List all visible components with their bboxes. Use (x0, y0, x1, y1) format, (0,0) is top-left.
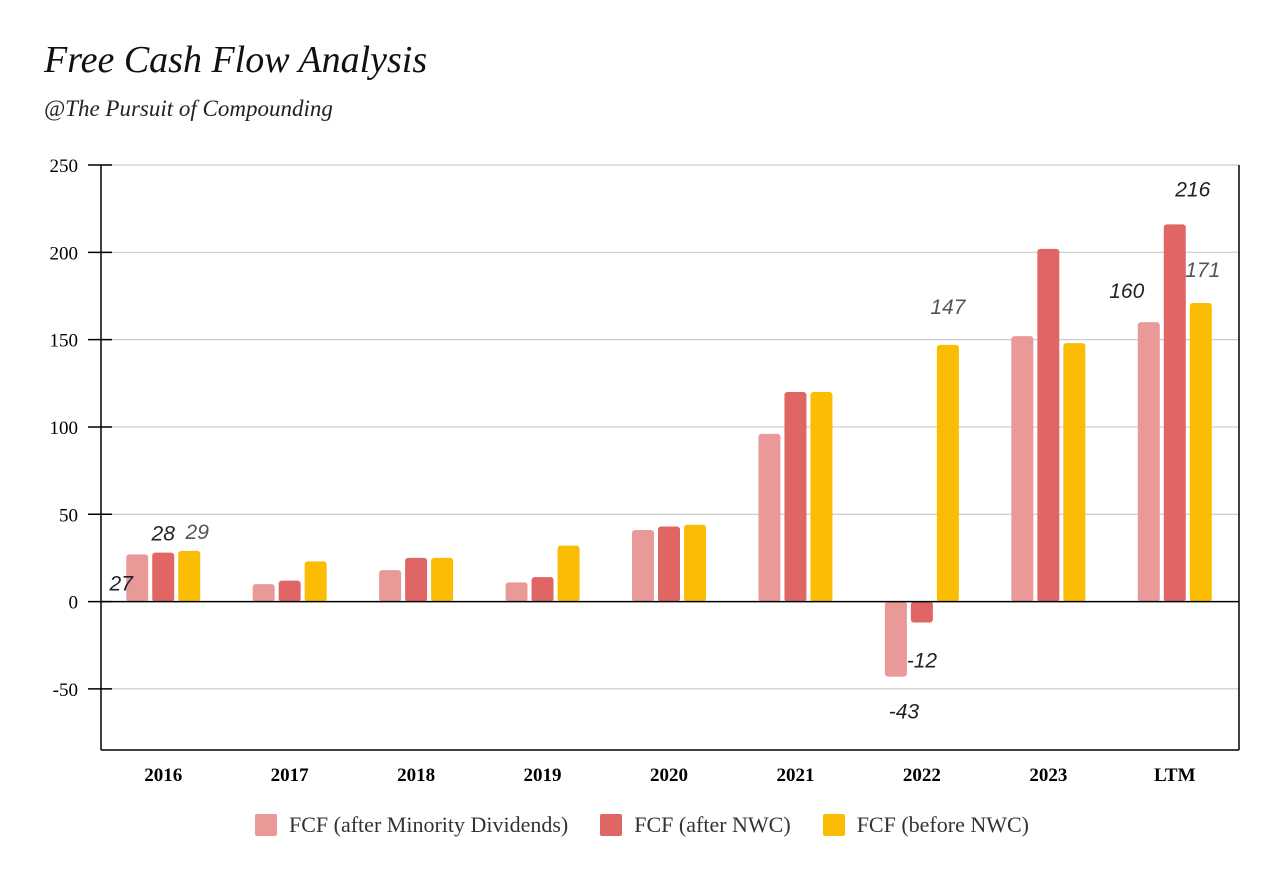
data-label: 147 (930, 296, 966, 319)
bar-2023-series-3 (1063, 343, 1086, 602)
bar-2022-series-1 (884, 601, 907, 677)
bar-2017-series-2 (278, 580, 301, 602)
bar-2017-series-3 (304, 561, 327, 602)
data-label: 160 (1109, 280, 1144, 303)
bar-2019-series-2 (531, 577, 554, 602)
legend: FCF (after Minority Dividends) FCF (afte… (0, 812, 1284, 838)
x-tick-label: 2017 (271, 765, 310, 786)
bar-2023-series-1 (1011, 336, 1034, 602)
legend-label-2: FCF (after NWC) (634, 812, 791, 837)
data-label: -12 (907, 650, 938, 673)
y-tick-label: 100 (50, 418, 79, 439)
legend-swatch-1 (255, 814, 277, 836)
legend-label-1: FCF (after Minority Dividends) (289, 812, 569, 837)
bar-ltm-series-3 (1189, 302, 1212, 602)
x-tick-label: 2023 (1029, 765, 1067, 786)
legend-swatch-2 (600, 814, 623, 836)
bar-2020-series-2 (658, 526, 680, 602)
bar-ltm-series-1 (1137, 322, 1160, 602)
legend-swatch-3 (822, 814, 845, 836)
bar-2022-series-3 (936, 344, 959, 602)
bar-2020-series-1 (632, 529, 654, 602)
y-tick-label: 250 (50, 156, 79, 177)
data-label: 216 (1174, 178, 1210, 201)
bar-2018-series-3 (431, 557, 454, 602)
bar-2019-series-1 (505, 582, 528, 602)
data-label: 28 (151, 523, 176, 546)
x-tick-label: 2019 (524, 765, 562, 786)
bar-2016-series-3 (178, 550, 201, 602)
bar-ltm-series-2 (1163, 224, 1186, 602)
y-tick-label: -50 (53, 680, 78, 701)
legend-label-3: FCF (before NWC) (856, 812, 1029, 837)
legend-item-series-2[interactable]: FCF (after NWC) (600, 812, 791, 838)
x-tick-label: 2021 (776, 765, 814, 786)
bar-2018-series-2 (405, 557, 428, 602)
x-tick-label: LTM (1154, 765, 1196, 786)
legend-item-series-3[interactable]: FCF (before NWC) (822, 812, 1029, 838)
bar-2020-series-3 (684, 524, 706, 602)
y-tick-label: 0 (69, 593, 79, 614)
chart-subtitle: @The Pursuit of Compounding (44, 96, 333, 121)
y-tick-label: 150 (50, 331, 79, 352)
bar-2016-series-2 (152, 552, 175, 602)
bar-2021-series-1 (758, 433, 781, 602)
data-label: 171 (1185, 259, 1220, 282)
data-label: 27 (109, 572, 135, 595)
bar-2016-series-1 (126, 554, 149, 602)
bar-2022-series-2 (910, 601, 933, 623)
bar-2018-series-1 (379, 570, 402, 602)
bar-2023-series-2 (1037, 248, 1060, 602)
bar-2019-series-3 (557, 545, 580, 602)
bar-2021-series-3 (810, 392, 833, 602)
data-label: 29 (185, 521, 210, 544)
chart-title: Free Cash Flow Analysis (44, 39, 428, 81)
legend-item-series-1[interactable]: FCF (after Minority Dividends) (255, 812, 568, 838)
x-tick-label: 2016 (144, 765, 182, 786)
x-tick-label: 2020 (650, 765, 688, 786)
x-tick-label: 2018 (397, 765, 435, 786)
y-tick-label: 200 (50, 243, 79, 264)
bar-2017-series-1 (252, 584, 275, 602)
data-label: -43 (889, 701, 920, 724)
bar-2021-series-2 (784, 392, 807, 602)
y-tick-label: 50 (59, 505, 78, 526)
x-tick-label: 2022 (903, 765, 941, 786)
